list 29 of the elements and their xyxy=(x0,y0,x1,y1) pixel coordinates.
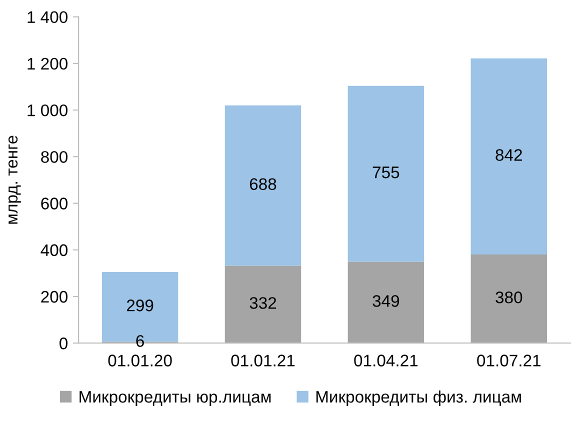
bar xyxy=(224,266,302,344)
y-tick-label: 0 xyxy=(60,338,68,350)
data-label: 299 xyxy=(126,300,154,312)
data-label: 380 xyxy=(496,292,522,304)
y-tick-label: 1 200 xyxy=(28,58,68,70)
y-tick-label: 1 000 xyxy=(28,104,68,116)
bar xyxy=(224,105,302,266)
data-label: 332 xyxy=(250,297,276,309)
y-tick-label: 200 xyxy=(41,290,68,303)
legend-label: Микрокредиты юр.лицам xyxy=(80,391,271,406)
y-tick-label: 800 xyxy=(41,151,68,163)
x-tick-label: 01.07.21 xyxy=(477,354,541,366)
x-tick-label: 01.04.21 xyxy=(354,354,418,366)
data-label: 6 xyxy=(136,335,144,347)
data-label: 755 xyxy=(372,166,400,178)
bar xyxy=(348,86,424,262)
data-label: 349 xyxy=(372,295,400,307)
bar xyxy=(470,58,547,255)
legend-label: Микрокредиты физ. лицам xyxy=(316,390,521,406)
data-label: 842 xyxy=(496,149,522,161)
y-tick-label: 400 xyxy=(40,244,68,256)
x-tick-label: 01.01.21 xyxy=(231,354,295,366)
y-tick-label: 600 xyxy=(41,198,68,210)
bar xyxy=(348,262,424,344)
bar xyxy=(470,254,547,344)
y-axis-title: млрд. тенге xyxy=(8,136,21,224)
y-tick-label: 1 400 xyxy=(28,11,68,24)
x-tick-label: 01.01.20 xyxy=(108,354,172,366)
data-label: 688 xyxy=(250,178,276,190)
